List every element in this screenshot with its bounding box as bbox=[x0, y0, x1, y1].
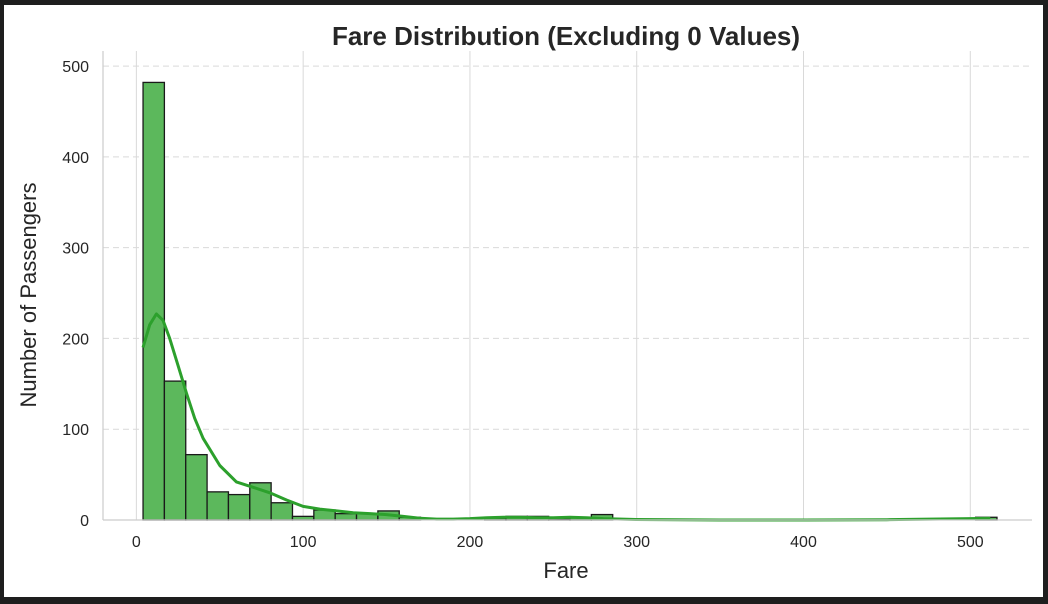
fare-histogram-chart: 0 100 200 300 400 500 0 100 200 300 400 500 Fare Di… bbox=[16, 21, 1032, 583]
kde-layer bbox=[141, 312, 991, 522]
y-tick-label: 200 bbox=[62, 331, 89, 348]
histogram-bar bbox=[142, 81, 166, 521]
histogram-bar bbox=[270, 502, 294, 521]
x-tick-label: 0 bbox=[132, 534, 141, 551]
x-tick-label: 100 bbox=[290, 534, 317, 551]
tick-labels: 0 100 200 300 400 500 0 100 200 300 400 500 bbox=[62, 59, 983, 551]
kde-line bbox=[141, 312, 991, 522]
y-tick-label: 100 bbox=[62, 422, 89, 439]
histogram-bar bbox=[334, 512, 358, 521]
histogram-bar bbox=[206, 491, 230, 521]
y-tick-label: 0 bbox=[80, 513, 89, 530]
histogram-bars bbox=[142, 81, 998, 521]
histogram-bar bbox=[185, 453, 208, 521]
x-tick-label: 500 bbox=[957, 534, 984, 551]
axes-layer bbox=[102, 51, 1032, 521]
x-tick-label: 400 bbox=[790, 534, 817, 551]
grid-layer bbox=[103, 51, 1032, 520]
histogram-bar bbox=[227, 493, 251, 521]
chart-frame: 0 100 200 300 400 500 0 100 200 300 400 500 Fare Di… bbox=[4, 5, 1043, 597]
y-tick-label: 500 bbox=[62, 59, 89, 76]
x-tick-label: 300 bbox=[623, 534, 650, 551]
chart-title: Fare Distribution (Excluding 0 Values) bbox=[332, 21, 800, 51]
x-axis-label: Fare bbox=[543, 558, 588, 583]
y-tick-label: 300 bbox=[62, 241, 89, 258]
y-axis-label: Number of Passengers bbox=[16, 183, 41, 408]
histogram-bar bbox=[163, 380, 187, 521]
x-tick-label: 200 bbox=[457, 534, 484, 551]
y-tick-label: 400 bbox=[62, 150, 89, 167]
